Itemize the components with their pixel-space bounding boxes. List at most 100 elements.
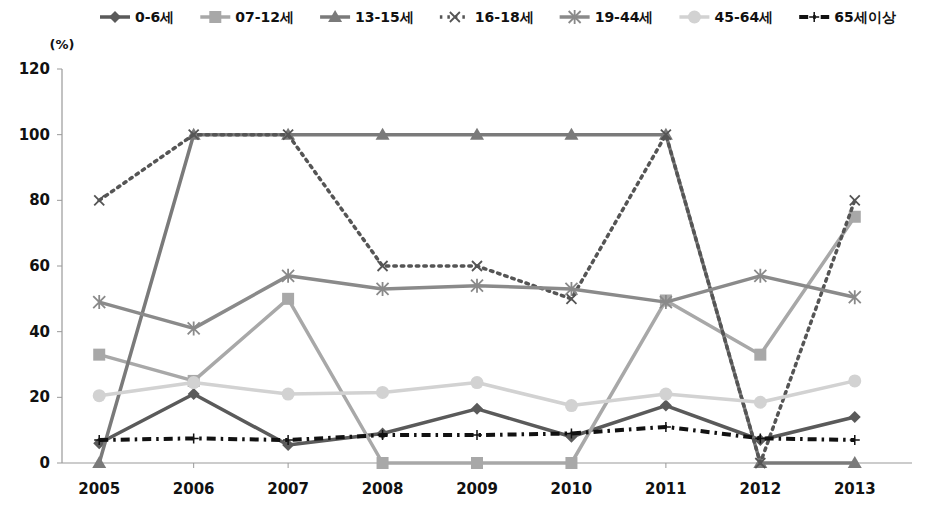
legend-item: 07-12세 xyxy=(200,9,294,25)
point-marker xyxy=(754,349,766,361)
legend-marker xyxy=(809,12,819,22)
x-tick-label: 2012 xyxy=(739,480,781,498)
point-marker xyxy=(188,388,200,400)
legend-marker xyxy=(109,11,121,23)
point-marker xyxy=(661,130,671,140)
point-marker xyxy=(376,128,390,140)
y-tick-label: 0 xyxy=(40,454,50,472)
y-tick-label: 60 xyxy=(29,257,50,275)
point-marker xyxy=(753,456,767,468)
legend-marker xyxy=(209,11,221,23)
point-marker xyxy=(848,374,861,387)
legend-item: 13-15세 xyxy=(320,9,414,25)
x-tick xyxy=(193,463,194,468)
point-marker xyxy=(848,456,862,468)
y-tick-label: 100 xyxy=(19,126,50,144)
series-line xyxy=(99,135,855,463)
point-marker xyxy=(472,261,482,271)
point-marker xyxy=(378,261,388,271)
point-marker xyxy=(755,433,765,443)
point-marker xyxy=(377,457,389,469)
x-tick-label: 2011 xyxy=(645,480,687,498)
legend-item: 19-44세 xyxy=(560,9,654,25)
point-marker xyxy=(660,400,672,412)
point-marker xyxy=(565,399,578,412)
point-marker xyxy=(564,128,578,140)
point-marker xyxy=(850,195,860,205)
y-tick xyxy=(57,69,62,70)
x-tick-label: 2009 xyxy=(456,480,498,498)
x-tick-label: 2013 xyxy=(834,480,876,498)
series xyxy=(93,374,862,412)
x-tick-label: 2008 xyxy=(362,480,404,498)
legend-label: 19-44세 xyxy=(595,9,654,25)
legend-marker xyxy=(450,12,460,22)
x-tick-label: 2007 xyxy=(267,480,309,498)
point-marker xyxy=(93,389,106,402)
legend-label: 65세이상 xyxy=(834,9,895,25)
point-marker xyxy=(282,388,295,401)
point-marker xyxy=(472,430,482,440)
point-marker xyxy=(376,386,389,399)
legend-label: 45-64세 xyxy=(714,9,773,25)
point-marker xyxy=(471,457,483,469)
y-tick xyxy=(57,397,62,398)
point-marker xyxy=(659,388,672,401)
series xyxy=(94,130,860,468)
series-line xyxy=(99,427,855,440)
series xyxy=(93,388,861,451)
legend-marker xyxy=(569,10,581,24)
series xyxy=(94,422,860,445)
point-marker xyxy=(566,428,576,438)
point-marker xyxy=(850,435,860,445)
point-marker xyxy=(378,430,388,440)
y-tick xyxy=(57,134,62,135)
point-marker xyxy=(754,269,766,283)
point-marker xyxy=(661,422,671,432)
chart-svg: 0204060801001202005200620072008200920102… xyxy=(0,0,937,508)
series xyxy=(92,128,862,468)
y-tick-label: 120 xyxy=(19,60,50,78)
point-marker xyxy=(471,279,483,293)
legend-label: 16-18세 xyxy=(475,9,534,25)
point-marker xyxy=(471,376,484,389)
point-marker xyxy=(471,403,483,415)
point-marker xyxy=(755,458,765,468)
x-tick xyxy=(665,463,666,468)
y-tick-label: 20 xyxy=(29,388,50,406)
point-marker xyxy=(849,290,861,304)
x-tick xyxy=(288,463,289,468)
point-marker xyxy=(283,435,293,445)
point-marker xyxy=(189,130,199,140)
point-marker xyxy=(470,128,484,140)
legend-item: 45-64세 xyxy=(679,9,773,25)
point-marker xyxy=(377,282,389,296)
y-tick xyxy=(57,200,62,201)
y-tick xyxy=(57,463,62,464)
legend-label: 0-6세 xyxy=(135,9,174,25)
point-marker xyxy=(92,456,106,468)
point-marker xyxy=(188,321,200,335)
point-marker xyxy=(94,435,104,445)
y-tick xyxy=(57,331,62,332)
point-marker xyxy=(93,349,105,361)
point-marker xyxy=(849,411,861,423)
point-marker xyxy=(189,433,199,443)
point-marker xyxy=(283,130,293,140)
x-tick-label: 2005 xyxy=(78,480,120,498)
x-tick-label: 2010 xyxy=(551,480,593,498)
legend-marker xyxy=(688,11,701,24)
series-line xyxy=(99,135,855,463)
point-marker xyxy=(660,295,672,309)
legend-marker xyxy=(328,10,342,22)
point-marker xyxy=(754,396,767,409)
y-axis-label: (%) xyxy=(50,37,75,52)
series xyxy=(93,211,861,469)
plot-area xyxy=(92,128,862,469)
point-marker xyxy=(565,282,577,296)
point-marker xyxy=(282,269,294,283)
y-tick xyxy=(57,266,62,267)
point-marker xyxy=(565,457,577,469)
point-marker xyxy=(94,195,104,205)
y-tick-label: 80 xyxy=(29,191,50,209)
